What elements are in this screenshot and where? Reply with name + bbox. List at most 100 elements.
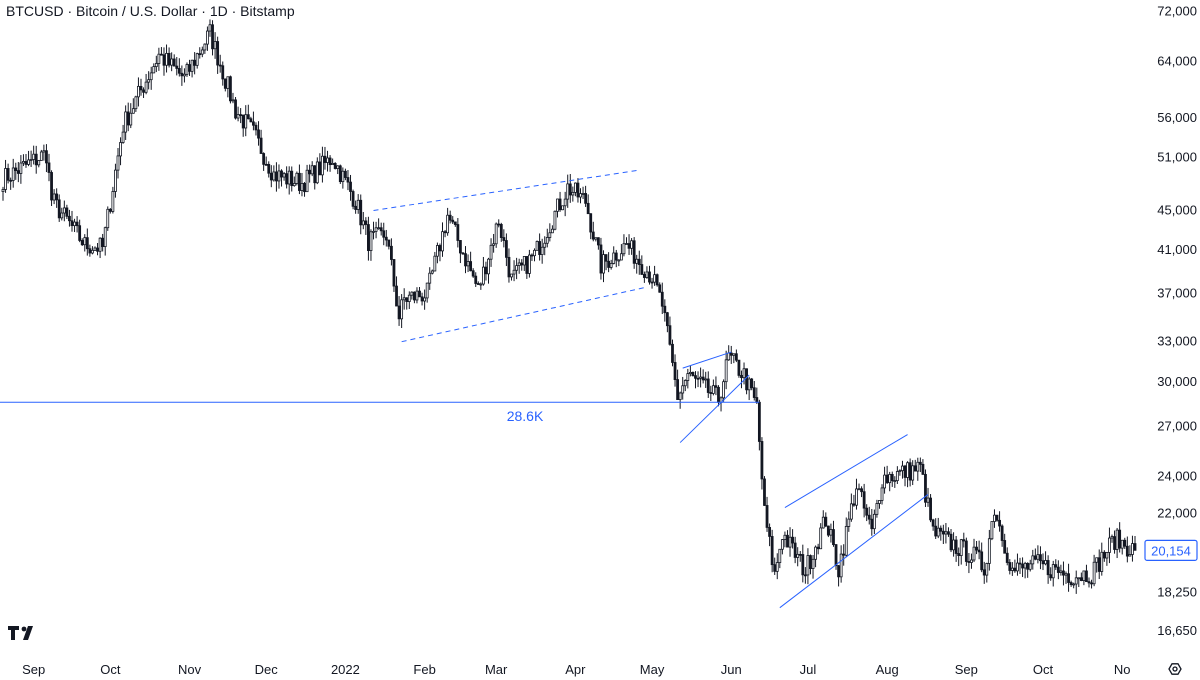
candle bbox=[157, 47, 161, 71]
candle bbox=[796, 547, 800, 567]
y-tick-label: 45,000 bbox=[1157, 202, 1197, 217]
candle bbox=[844, 517, 848, 558]
candle bbox=[538, 233, 542, 261]
horizontal-level-label: 28.6K bbox=[507, 408, 544, 424]
candle bbox=[1131, 535, 1134, 562]
candle bbox=[740, 370, 743, 389]
candle bbox=[1077, 577, 1081, 588]
candle bbox=[165, 44, 168, 73]
candle bbox=[765, 496, 769, 532]
candle bbox=[1128, 545, 1132, 557]
x-tick-label: Feb bbox=[413, 662, 435, 677]
candle bbox=[170, 52, 174, 72]
candle bbox=[952, 532, 955, 557]
candle bbox=[584, 185, 588, 207]
candle bbox=[742, 362, 746, 385]
candle bbox=[993, 509, 996, 528]
candle bbox=[1072, 582, 1076, 589]
candle bbox=[875, 499, 879, 518]
candle bbox=[1000, 524, 1004, 547]
candle bbox=[773, 557, 777, 575]
gear-icon[interactable] bbox=[1168, 663, 1182, 675]
candle bbox=[862, 483, 866, 518]
candle bbox=[1056, 560, 1060, 580]
candle bbox=[803, 567, 807, 584]
candle bbox=[252, 111, 255, 131]
wedge-lower-line[interactable] bbox=[679, 374, 750, 443]
candle bbox=[530, 253, 534, 261]
candle bbox=[1110, 534, 1114, 543]
candle bbox=[793, 536, 797, 564]
candle bbox=[1123, 537, 1127, 549]
candle bbox=[921, 459, 925, 475]
last-price-label: 20,154 bbox=[1151, 543, 1191, 558]
candle bbox=[898, 469, 902, 476]
candle bbox=[384, 229, 388, 247]
candle bbox=[379, 222, 383, 236]
candle bbox=[916, 457, 920, 481]
candle bbox=[857, 483, 861, 491]
candle bbox=[124, 105, 128, 140]
candle bbox=[361, 211, 365, 230]
candle bbox=[663, 299, 667, 322]
candle bbox=[448, 210, 452, 224]
candle bbox=[602, 250, 605, 283]
candle bbox=[655, 273, 659, 287]
candle bbox=[939, 525, 943, 541]
candle bbox=[510, 273, 513, 281]
candle bbox=[717, 385, 720, 407]
candle bbox=[241, 114, 245, 137]
candle bbox=[336, 165, 340, 175]
candle bbox=[410, 291, 414, 300]
candle bbox=[770, 529, 774, 573]
candle bbox=[27, 150, 30, 167]
candle bbox=[1054, 559, 1058, 570]
x-tick-label: Nov bbox=[178, 662, 202, 677]
candle bbox=[52, 189, 56, 205]
candle bbox=[407, 291, 411, 310]
candle bbox=[93, 246, 97, 251]
candle bbox=[709, 385, 713, 402]
candle bbox=[561, 205, 565, 211]
candle bbox=[954, 536, 958, 562]
candle bbox=[172, 54, 176, 67]
channel-upper-line[interactable] bbox=[373, 169, 640, 211]
candle bbox=[106, 206, 110, 231]
candle bbox=[1067, 563, 1070, 592]
candle bbox=[83, 234, 87, 252]
candle bbox=[295, 171, 299, 186]
candle bbox=[1125, 536, 1129, 563]
candle bbox=[405, 297, 409, 310]
x-tick-label: No bbox=[1114, 662, 1131, 677]
candle bbox=[395, 276, 398, 307]
candle bbox=[1108, 527, 1111, 564]
candle bbox=[929, 494, 932, 523]
candle bbox=[16, 162, 20, 183]
candle bbox=[80, 238, 84, 246]
wedge-upper-line[interactable] bbox=[682, 351, 732, 369]
candle bbox=[696, 371, 700, 388]
candle bbox=[701, 369, 705, 384]
candle bbox=[55, 188, 59, 208]
candle bbox=[947, 527, 950, 537]
channel-lower-line[interactable] bbox=[779, 494, 929, 609]
candle bbox=[114, 163, 117, 198]
candle bbox=[183, 68, 186, 83]
candle bbox=[364, 217, 368, 235]
candle bbox=[111, 186, 115, 214]
candle bbox=[321, 146, 324, 183]
candle bbox=[96, 242, 99, 256]
candle bbox=[101, 233, 105, 252]
candle bbox=[11, 158, 15, 188]
candle bbox=[121, 124, 125, 144]
candle bbox=[1026, 562, 1030, 578]
channel-lower-line[interactable] bbox=[401, 287, 645, 343]
candle bbox=[1018, 557, 1022, 574]
candle bbox=[400, 294, 404, 329]
candle bbox=[367, 216, 370, 261]
channel-upper-line[interactable] bbox=[784, 434, 908, 508]
candle bbox=[640, 255, 644, 275]
candle bbox=[732, 353, 736, 364]
candle bbox=[229, 75, 232, 104]
